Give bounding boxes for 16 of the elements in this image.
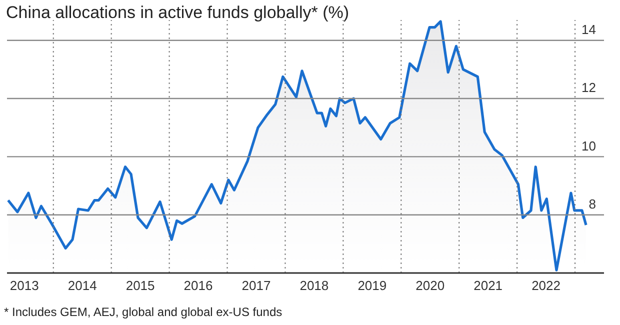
x-tick-label: 2019 xyxy=(358,278,387,294)
x-tick-label: 2015 xyxy=(126,278,155,294)
text: * Includes GEM, AEJ, global and global ex-US funds xyxy=(4,305,282,319)
x-tick-label: 2013 xyxy=(10,278,39,294)
x-tick-label: 2014 xyxy=(68,278,97,294)
y-tick-label: 8 xyxy=(588,196,596,212)
x-tick-label: 2020 xyxy=(416,278,445,294)
chart-title: China allocations in active funds globally* (%) xyxy=(6,3,350,23)
x-tick-label: 2022 xyxy=(532,278,560,294)
x-tick-label: 2016 xyxy=(184,278,213,294)
x-tick-label: 2021 xyxy=(474,278,503,294)
y-tick-label: 14 xyxy=(582,22,596,37)
x-tick-label: 2018 xyxy=(300,278,329,294)
y-tick-label: 10 xyxy=(582,138,596,154)
y-tick-label: 12 xyxy=(582,80,596,96)
x-tick-label: 2017 xyxy=(242,278,271,294)
